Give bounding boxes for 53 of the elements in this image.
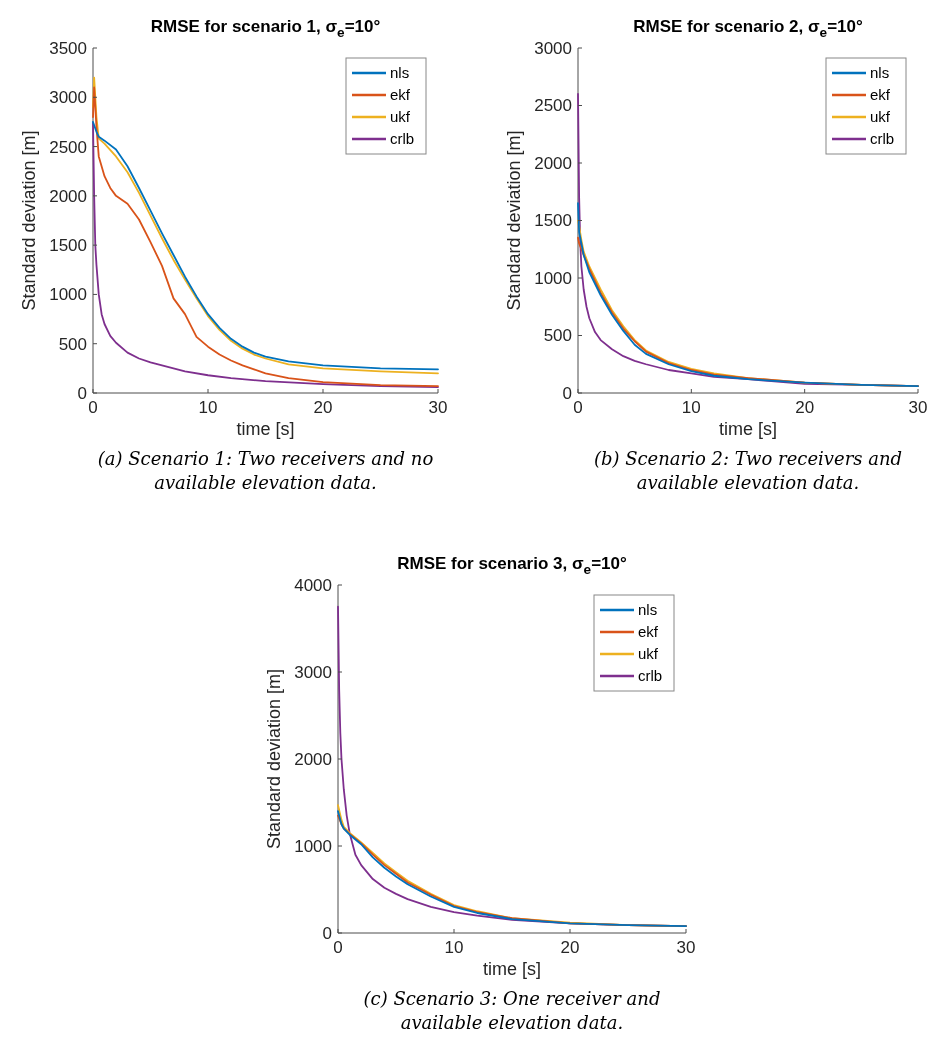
text: (b) Scenario 2: Two receivers and available elevation data. bbox=[593, 448, 903, 493]
y-axis-title: Standard deviation [m] bbox=[504, 130, 524, 311]
x-tick-label: 20 bbox=[313, 398, 333, 417]
x-tick-label: 30 bbox=[428, 398, 448, 417]
legend-label: ekf bbox=[638, 623, 659, 641]
chart-title: RMSE for scenario 2, σ$_{e}$=10° bbox=[633, 17, 863, 40]
y-tick-label: 1000 bbox=[534, 268, 572, 288]
y-tick-label: 500 bbox=[543, 326, 572, 346]
x-tick-label: 30 bbox=[908, 398, 928, 417]
x-axis-title: time [s] bbox=[482, 959, 542, 979]
y-axis-title: Standard deviation [m] bbox=[264, 668, 284, 850]
legend-label: ukf bbox=[870, 108, 891, 126]
y-tick-label: 1500 bbox=[49, 236, 87, 256]
y-tick-label: 3000 bbox=[534, 38, 572, 58]
legend-label: ekf bbox=[870, 86, 891, 104]
y-tick-label: 2000 bbox=[294, 749, 332, 769]
legend-label: ekf bbox=[390, 86, 411, 104]
y-tick-label: 1500 bbox=[534, 211, 572, 231]
legend-label: crlb bbox=[870, 130, 895, 148]
text: (a) Scenario 1: Two receivers and no available elevation data. bbox=[97, 448, 434, 493]
y-tick-label: 0 bbox=[322, 923, 332, 943]
y-tick-label: 3000 bbox=[49, 88, 87, 108]
legend-label: crlb bbox=[638, 667, 663, 685]
y-tick-label: 500 bbox=[58, 334, 87, 354]
legend-label: ukf bbox=[390, 108, 411, 126]
y-tick-label: 2000 bbox=[534, 153, 572, 173]
y-tick-label: 1000 bbox=[294, 836, 332, 856]
y-tick-label: 0 bbox=[562, 383, 572, 403]
x-axis-title: time [s] bbox=[236, 419, 295, 439]
legend-label: nls bbox=[638, 601, 658, 619]
chart-title: RMSE for scenario 3, σ$_{e}$=10° bbox=[397, 554, 627, 577]
y-tick-label: 2000 bbox=[49, 186, 87, 206]
legend-label: nls bbox=[390, 64, 410, 82]
y-tick-label: 1000 bbox=[49, 285, 87, 305]
legend-label: crlb bbox=[390, 130, 415, 148]
legend-label: ukf bbox=[638, 645, 659, 663]
y-tick-label: 2500 bbox=[49, 137, 87, 157]
legend-label: nls bbox=[870, 64, 890, 82]
x-tick-label: 20 bbox=[560, 938, 580, 957]
x-tick-label: 10 bbox=[681, 398, 701, 417]
y-tick-label: 0 bbox=[77, 383, 87, 403]
x-tick-label: 10 bbox=[444, 938, 464, 957]
x-tick-label: 10 bbox=[198, 398, 218, 417]
x-tick-label: 30 bbox=[676, 938, 696, 957]
chart-title: RMSE for scenario 1, σ$_{e}$=10° bbox=[150, 17, 381, 40]
x-tick-label: 20 bbox=[795, 398, 815, 417]
y-tick-label: 3000 bbox=[294, 662, 332, 682]
y-tick-label: 4000 bbox=[294, 575, 332, 595]
y-tick-label: 2500 bbox=[534, 96, 572, 116]
x-axis-title: time [s] bbox=[718, 419, 778, 439]
y-axis-title: Standard deviation [m] bbox=[19, 130, 39, 311]
y-tick-label: 3500 bbox=[49, 38, 87, 58]
text: (c) Scenario 3: One receiver and available elevation data. bbox=[363, 988, 661, 1033]
